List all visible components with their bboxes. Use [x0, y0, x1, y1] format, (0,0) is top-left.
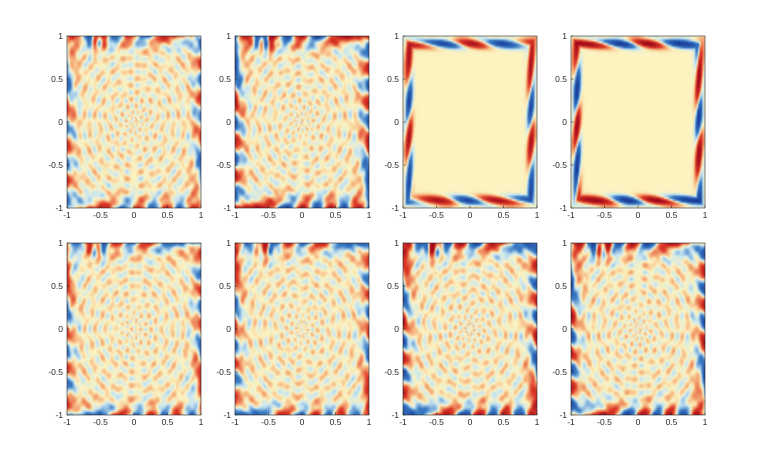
x-tick-label: 0 [132, 210, 137, 220]
y-tick-label: 1 [226, 238, 231, 248]
y-tick-label: -1 [55, 203, 63, 213]
y-tick-label: 1 [58, 238, 63, 248]
x-tick-label: -1 [231, 210, 239, 220]
y-tick-label: -1 [223, 203, 231, 213]
x-tick-label: 0 [636, 417, 641, 427]
y-tick-label: -0.5 [48, 160, 63, 170]
y-tick-label: 0.5 [51, 74, 63, 84]
x-tick-label: 0 [300, 210, 305, 220]
x-tick-label: 0 [132, 417, 137, 427]
heatmap-field [67, 36, 201, 208]
x-tick-label: -1 [399, 210, 407, 220]
x-tick-label: 1 [199, 210, 204, 220]
x-tick-label: 1 [367, 210, 372, 220]
x-tick-label: 1 [199, 417, 204, 427]
heatmap-panel: -1 -0.5 0 0.5 1 -1 -0.5 0 0.5 1 [216, 238, 371, 427]
x-tick-label: -0.5 [261, 210, 276, 220]
y-tick-label: -1 [391, 410, 399, 420]
x-tick-label: -0.5 [429, 210, 444, 220]
y-tick-label: -1 [391, 203, 399, 213]
x-tick-label: 0.5 [666, 417, 678, 427]
y-tick-label: 1 [394, 238, 399, 248]
x-tick-label: 0.5 [162, 210, 174, 220]
y-tick-label: 0 [562, 117, 567, 127]
y-tick-label: 0.5 [219, 74, 231, 84]
y-tick-label: 1 [226, 31, 231, 41]
x-tick-label: -0.5 [429, 417, 444, 427]
x-tick-label: 0.5 [666, 210, 678, 220]
y-tick-label: 0 [226, 324, 231, 334]
x-tick-label: 0 [636, 210, 641, 220]
x-tick-label: 0.5 [330, 210, 342, 220]
y-tick-label: -1 [223, 410, 231, 420]
y-tick-label: 0.5 [219, 281, 231, 291]
heatmap-field [67, 243, 201, 415]
x-tick-label: 1 [535, 210, 540, 220]
y-tick-label: -0.5 [48, 367, 63, 377]
y-tick-label: 1 [58, 31, 63, 41]
x-tick-label: -1 [63, 417, 71, 427]
x-tick-label: -1 [63, 210, 71, 220]
panel-grid: -1 -0.5 0 0.5 1 -1 -0.5 0 0.5 1 -1 -0.5 0 0.5 1 -1 -0.5 0… [48, 31, 707, 427]
x-tick-label: -0.5 [261, 417, 276, 427]
y-tick-label: 1 [562, 31, 567, 41]
y-tick-label: -0.5 [216, 367, 231, 377]
x-tick-label: -0.5 [597, 417, 612, 427]
y-tick-label: 0.5 [555, 281, 567, 291]
y-tick-label: 0 [562, 324, 567, 334]
x-tick-label: 0.5 [498, 210, 510, 220]
heatmap-panel: -1 -0.5 0 0.5 1 -1 -0.5 0 0.5 1 [216, 31, 371, 220]
heatmap-field [403, 36, 537, 208]
x-tick-label: -1 [231, 417, 239, 427]
heatmap-field [571, 243, 705, 415]
x-tick-label: -0.5 [93, 417, 108, 427]
y-tick-label: 0.5 [387, 281, 399, 291]
heatmap-panel: -1 -0.5 0 0.5 1 -1 -0.5 0 0.5 1 [552, 31, 707, 220]
y-tick-label: -1 [559, 203, 567, 213]
x-tick-label: -0.5 [93, 210, 108, 220]
heatmap-field [235, 36, 369, 208]
heatmap-panel: -1 -0.5 0 0.5 1 -1 -0.5 0 0.5 1 [384, 238, 539, 427]
x-tick-label: -1 [567, 417, 575, 427]
y-tick-label: 0 [226, 117, 231, 127]
x-tick-label: 0.5 [330, 417, 342, 427]
heatmap-panel: -1 -0.5 0 0.5 1 -1 -0.5 0 0.5 1 [552, 238, 707, 427]
y-tick-label: 0 [394, 324, 399, 334]
y-tick-label: -0.5 [216, 160, 231, 170]
x-tick-label: -1 [567, 210, 575, 220]
y-tick-label: 0.5 [387, 74, 399, 84]
heatmap-panel: -1 -0.5 0 0.5 1 -1 -0.5 0 0.5 1 [384, 31, 539, 220]
y-tick-label: 0.5 [555, 74, 567, 84]
x-tick-label: 1 [703, 417, 708, 427]
y-tick-label: 0 [394, 117, 399, 127]
x-tick-label: 0 [468, 210, 473, 220]
y-tick-label: 1 [562, 238, 567, 248]
x-tick-label: 0 [468, 417, 473, 427]
y-tick-label: 0 [58, 117, 63, 127]
x-tick-label: 0.5 [162, 417, 174, 427]
y-tick-label: -0.5 [384, 367, 399, 377]
heatmap-field [235, 243, 369, 415]
x-tick-label: -0.5 [597, 210, 612, 220]
y-tick-label: 0 [58, 324, 63, 334]
x-tick-label: 1 [367, 417, 372, 427]
y-tick-label: 1 [394, 31, 399, 41]
y-tick-label: -0.5 [552, 160, 567, 170]
x-tick-label: 1 [703, 210, 708, 220]
heatmap-field [571, 36, 705, 208]
y-tick-label: 0.5 [51, 281, 63, 291]
x-tick-label: 0.5 [498, 417, 510, 427]
y-tick-label: -0.5 [384, 160, 399, 170]
x-tick-label: 1 [535, 417, 540, 427]
y-tick-label: -1 [55, 410, 63, 420]
heatmap-panel: -1 -0.5 0 0.5 1 -1 -0.5 0 0.5 1 [48, 31, 203, 220]
heatmap-panel: -1 -0.5 0 0.5 1 -1 -0.5 0 0.5 1 [48, 238, 203, 427]
y-tick-label: -0.5 [552, 367, 567, 377]
y-tick-label: -1 [559, 410, 567, 420]
x-tick-label: 0 [300, 417, 305, 427]
x-tick-label: -1 [399, 417, 407, 427]
heatmap-field [403, 243, 537, 415]
